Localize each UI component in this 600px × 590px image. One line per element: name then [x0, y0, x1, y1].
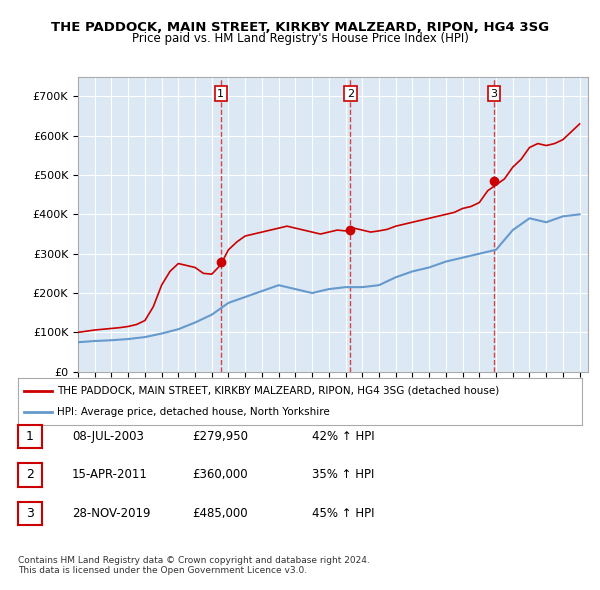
- Text: 1: 1: [26, 430, 34, 443]
- Text: 3: 3: [490, 88, 497, 99]
- Text: Contains HM Land Registry data © Crown copyright and database right 2024.
This d: Contains HM Land Registry data © Crown c…: [18, 556, 370, 575]
- Text: 35% ↑ HPI: 35% ↑ HPI: [312, 468, 374, 481]
- Text: HPI: Average price, detached house, North Yorkshire: HPI: Average price, detached house, Nort…: [58, 407, 330, 417]
- Text: 15-APR-2011: 15-APR-2011: [72, 468, 148, 481]
- Text: £360,000: £360,000: [192, 468, 248, 481]
- Text: 42% ↑ HPI: 42% ↑ HPI: [312, 430, 374, 443]
- Text: THE PADDOCK, MAIN STREET, KIRKBY MALZEARD, RIPON, HG4 3SG (detached house): THE PADDOCK, MAIN STREET, KIRKBY MALZEAR…: [58, 386, 500, 396]
- Text: £279,950: £279,950: [192, 430, 248, 443]
- Text: 45% ↑ HPI: 45% ↑ HPI: [312, 507, 374, 520]
- Text: 1: 1: [217, 88, 224, 99]
- Text: 08-JUL-2003: 08-JUL-2003: [72, 430, 144, 443]
- Text: £485,000: £485,000: [192, 507, 248, 520]
- Text: Price paid vs. HM Land Registry's House Price Index (HPI): Price paid vs. HM Land Registry's House …: [131, 32, 469, 45]
- Text: 2: 2: [347, 88, 354, 99]
- Text: 3: 3: [26, 507, 34, 520]
- Text: THE PADDOCK, MAIN STREET, KIRKBY MALZEARD, RIPON, HG4 3SG: THE PADDOCK, MAIN STREET, KIRKBY MALZEAR…: [51, 21, 549, 34]
- Text: 28-NOV-2019: 28-NOV-2019: [72, 507, 151, 520]
- Text: 2: 2: [26, 468, 34, 481]
